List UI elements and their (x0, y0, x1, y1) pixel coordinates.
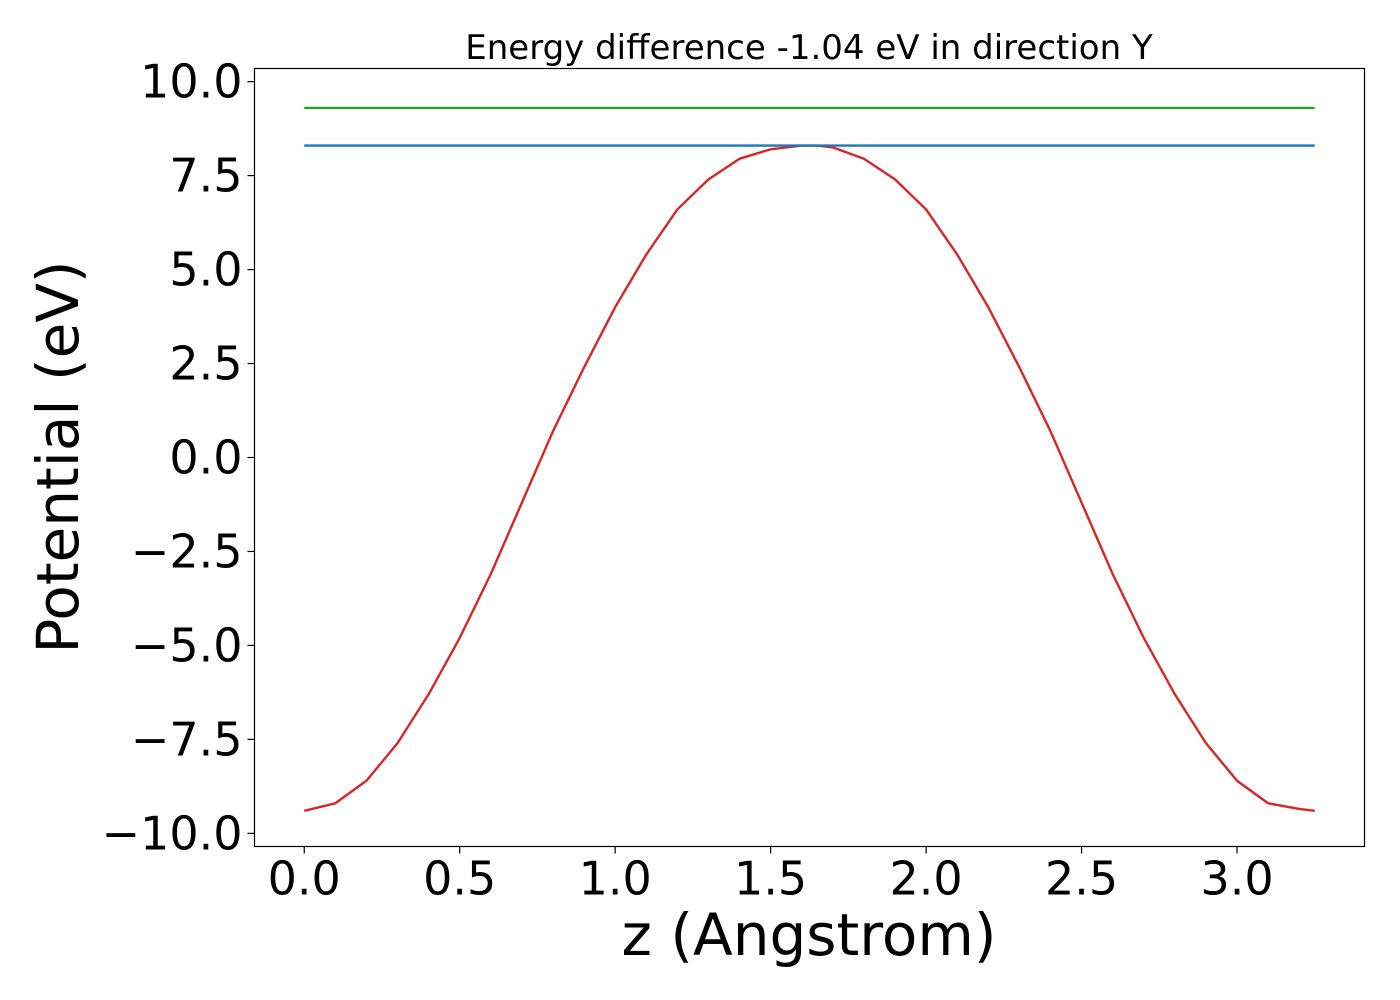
x-tick-label: 1.5 (734, 852, 807, 906)
x-tick-label: 2.0 (890, 852, 963, 906)
x-tick-label: 3.0 (1200, 852, 1273, 906)
x-tick-label: 0.0 (268, 852, 341, 906)
x-axis-title: z (Angstrom) (622, 901, 997, 969)
y-tick-label: −10.0 (102, 806, 243, 860)
chart-title: Energy difference -1.04 eV in direction … (465, 28, 1153, 68)
y-tick-label: 7.5 (169, 149, 242, 203)
y-tick-label: 10.0 (140, 55, 242, 109)
y-tick-label: −7.5 (131, 712, 243, 766)
x-tick-label: 2.5 (1045, 852, 1118, 906)
y-tick-label: −5.0 (131, 618, 243, 672)
x-tick-label: 0.5 (423, 852, 496, 906)
y-tick-label: 5.0 (169, 243, 242, 297)
y-tick-label: 2.5 (169, 337, 242, 391)
series-layer (303, 106, 1315, 812)
x-axis-ticks: 0.0 0.5 1.0 1.5 2.0 2.5 3.0 (268, 846, 1274, 906)
y-tick-label: −2.5 (131, 524, 243, 578)
y-axis-title: Potential (eV) (24, 260, 92, 653)
x-tick-label: 1.0 (579, 852, 652, 906)
y-tick-label: 0.0 (169, 431, 242, 485)
y-axis-ticks: 10.0 7.5 5.0 2.5 0.0 −2.5 −5.0 −7.5 −10.0 (102, 55, 255, 860)
